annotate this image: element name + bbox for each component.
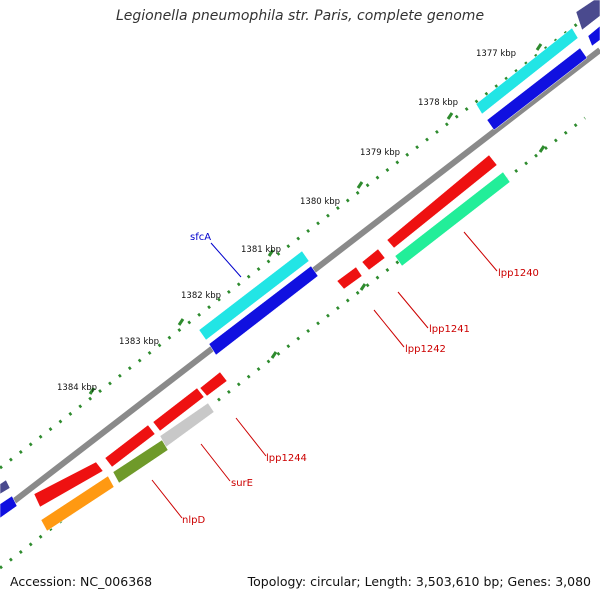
gene-blue-1378 [486, 47, 588, 131]
reverse-strand-genes [0, 25, 600, 532]
tick-label-1379: 1379 kbp [360, 148, 400, 158]
gene-green-lpp1240 [394, 171, 511, 267]
gene-navy-top [575, 0, 600, 31]
outer-ticks [88, 43, 543, 395]
gene-red-d [33, 461, 104, 508]
tick-label-1377: 1377 kbp [476, 49, 516, 59]
gene-blue-1377 [587, 25, 600, 47]
gene-label-surE: surE [231, 478, 253, 489]
gene-red-c [104, 424, 156, 468]
gene-label-sfcA: sfcA [190, 232, 211, 243]
gene-red-b [152, 387, 205, 432]
gene-navy-left [0, 479, 11, 495]
gene-red-lpp1244 [199, 371, 228, 397]
gene-orange-nlpD [40, 475, 115, 532]
label-leader-lines [151, 231, 498, 519]
gene-label-lpp1244: lpp1244 [266, 453, 307, 464]
tick-label-1383: 1383 kbp [119, 337, 159, 347]
map-title: Legionella pneumophila str. Paris, compl… [115, 8, 485, 24]
gene-red-lpp1242 [336, 266, 363, 290]
tick-label-1382: 1382 kbp [181, 291, 221, 301]
tick-label-1380: 1380 kbp [300, 197, 340, 207]
accession-text: Accession: NC_006368 [10, 574, 153, 589]
gene-red-lpp1241 [361, 248, 386, 271]
gene-label-lpp1240: lpp1240 [498, 268, 539, 279]
tick-label-1378: 1378 kbp [418, 98, 458, 108]
gene-olive-surE [112, 439, 169, 484]
gene-blue-left [0, 495, 18, 519]
outer-dotted-ring [0, 16, 586, 470]
forward-strand-genes [0, 0, 600, 508]
tick-label-1384: 1384 kbp [57, 383, 97, 393]
gene-label-nlpD: nlpD [182, 515, 205, 526]
genome-summary-text: Topology: circular; Length: 3,503,610 bp… [247, 574, 591, 589]
gene-label-lpp1242: lpp1242 [405, 344, 446, 355]
gene-blue-sfcA [208, 265, 319, 356]
gene-label-lpp1241: lpp1241 [429, 324, 470, 335]
gene-red-lpp1240 [386, 154, 498, 249]
gene-cyan-sfcA [198, 250, 310, 341]
gene-cyan-1377 [475, 27, 579, 115]
tick-label-1381: 1381 kbp [241, 245, 281, 255]
